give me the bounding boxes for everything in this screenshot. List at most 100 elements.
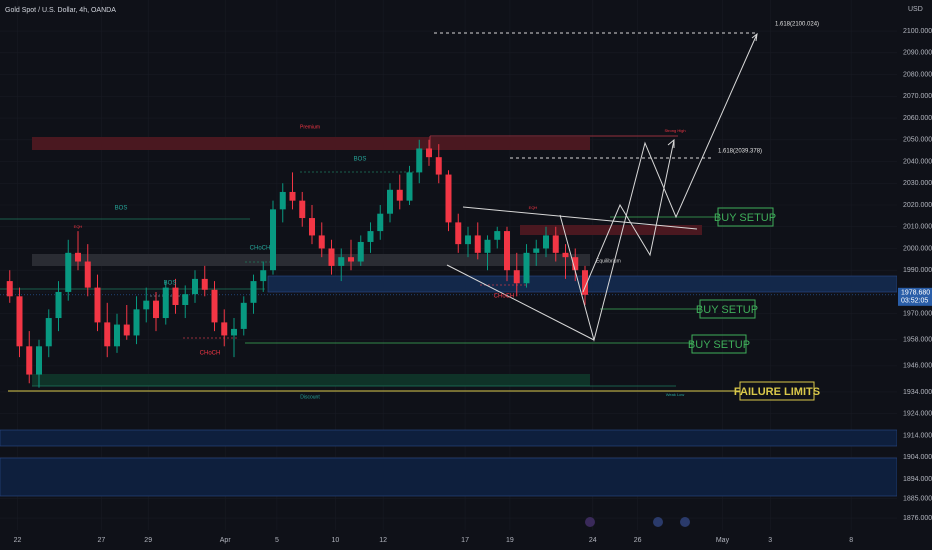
candle-body (162, 287, 169, 319)
candle-body (552, 235, 559, 253)
candle-body (260, 270, 267, 282)
candle-body (221, 322, 228, 336)
y-tick-label: 1990.000 (903, 267, 932, 274)
y-tick-label: 1894.000 (903, 476, 932, 483)
candle-body (484, 239, 491, 253)
supply-zone (520, 225, 702, 235)
candle-body (318, 235, 325, 249)
candle-body (65, 252, 72, 292)
candle-body (533, 248, 540, 253)
x-tick-label: 8 (849, 537, 853, 544)
candle-body (270, 209, 276, 271)
x-tick-label: 5 (275, 537, 279, 544)
price-axis (897, 0, 932, 550)
x-tick-label: 22 (14, 537, 22, 544)
y-tick-label: 1885.000 (903, 495, 932, 502)
bos-label: BOS (164, 281, 177, 287)
candle-body (172, 287, 179, 305)
candle-body (406, 172, 413, 201)
event-icon (585, 517, 595, 527)
candle-body (240, 302, 247, 329)
axes: 2100.000 2090.000 2080.000 2070.000 2060.000… (14, 28, 932, 544)
candles (6, 139, 588, 388)
projection-path (582, 139, 675, 293)
y-tick-label: 1876.000 (903, 515, 932, 522)
labels: BOS BOS BOS CHoCH CHoCH CHoCH Premium Di… (74, 22, 820, 401)
y-tick-label: 2030.000 (903, 180, 932, 187)
x-tick-label: 24 (589, 537, 597, 544)
candle-body (377, 213, 384, 232)
y-tick-label: 1970.000 (903, 311, 932, 318)
candle-body (114, 324, 120, 347)
y-tick-label: 2100.000 (903, 28, 932, 35)
candle-body (474, 235, 481, 253)
x-tick-label: Apr (220, 537, 232, 544)
candle-body (182, 294, 189, 305)
candle-body (75, 252, 81, 262)
y-tick-label: 2090.000 (903, 50, 932, 57)
x-tick-label: 17 (461, 537, 469, 544)
choch-label: CHoCH (494, 294, 515, 300)
x-tick-label: May (716, 537, 730, 544)
y-tick-label: 1924.000 (903, 411, 932, 418)
candle-body (36, 346, 42, 375)
axis-unit: USD (908, 6, 923, 13)
candle-body (426, 148, 432, 158)
fib-label: 1.618(2039.378) (718, 149, 762, 155)
candle-body (279, 191, 286, 210)
buy-setup-label: BUY SETUP (696, 304, 758, 316)
y-tick-label: 2050.000 (903, 137, 932, 144)
candle-body (143, 300, 150, 310)
wedge-line (462, 206, 698, 230)
last-price-label: 1978.680 (901, 290, 930, 297)
candle-body (523, 252, 530, 284)
candle-body (6, 281, 13, 297)
candle-body (84, 261, 91, 288)
strong-high-label: Strong High (664, 128, 685, 133)
x-tick-label: 12 (379, 537, 387, 544)
failure-box (739, 381, 815, 401)
candle-body (94, 287, 101, 323)
candle-body (192, 278, 198, 295)
y-tick-label: 1958.000 (903, 337, 932, 344)
event-icon (680, 517, 690, 527)
candle-body (582, 270, 588, 295)
candle-body (123, 324, 130, 336)
demand-zone (0, 429, 898, 447)
candle-body (250, 281, 257, 303)
candle-body (543, 235, 549, 249)
candle-body (513, 270, 520, 284)
drawings (434, 32, 815, 401)
candle-body (455, 222, 462, 245)
bos-label: BOS (115, 206, 128, 212)
failure-label: FAILURE LIMITS (734, 386, 820, 398)
discount-label: Discount (300, 394, 320, 400)
eqh-label: EQH (74, 224, 83, 229)
countdown-label: 03:52:05 (901, 298, 928, 305)
fib-label: 1.618(2100.024) (775, 22, 819, 28)
x-tick-label: 26 (634, 537, 642, 544)
equilibrium-label: Equilibrium (596, 258, 621, 264)
candle-body (416, 148, 423, 173)
y-tick-label: 2080.000 (903, 71, 932, 78)
x-tick-label: 3 (768, 537, 772, 544)
candle-body (572, 257, 579, 271)
y-tick-label: 2040.000 (903, 158, 932, 165)
candle-body (338, 257, 345, 266)
y-tick-label: 1946.000 (903, 363, 932, 370)
candle-body (396, 189, 403, 201)
candle-body (16, 296, 23, 347)
candle-body (562, 252, 569, 258)
candle-body (231, 328, 237, 336)
candle-body (289, 191, 296, 201)
candle-body (211, 289, 218, 323)
buy-setup-box (699, 299, 756, 319)
candle-body (494, 231, 501, 240)
arrow-head (667, 138, 675, 148)
x-tick-label: 27 (98, 537, 106, 544)
candle-body (201, 278, 208, 290)
buy-setup-box (691, 334, 747, 354)
last-price-box (898, 287, 932, 306)
demand-zone (0, 457, 898, 497)
